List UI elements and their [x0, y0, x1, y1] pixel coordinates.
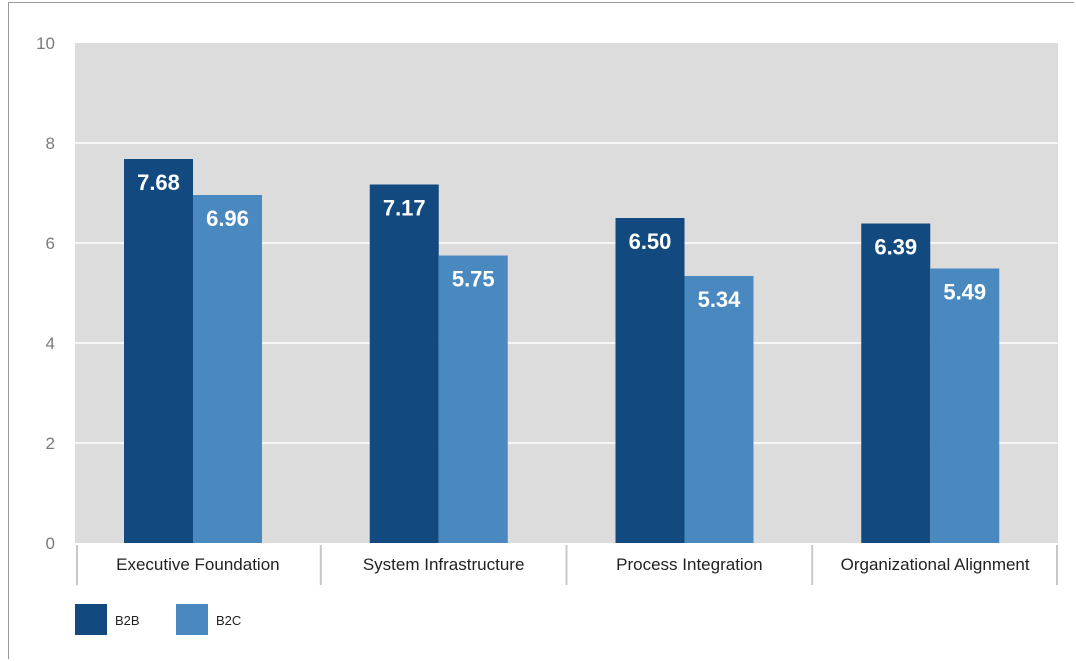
data-label: 6.39: [874, 235, 917, 260]
x-tick-label: Executive Foundation: [116, 555, 280, 574]
data-label: 7.68: [137, 170, 180, 195]
bar-b2b: [861, 223, 931, 543]
y-tick-label: 0: [46, 534, 55, 553]
x-tick-label: Process Integration: [616, 555, 762, 574]
legend-swatch-b2c: [176, 604, 208, 635]
x-tick-label: System Infrastructure: [363, 555, 525, 574]
bar-b2b: [615, 218, 685, 543]
legend-label-b2c: B2C: [216, 613, 241, 628]
bar-b2b: [369, 184, 439, 543]
data-label: 7.17: [383, 196, 426, 221]
bar-b2c: [193, 195, 262, 543]
legend-label-b2b: B2B: [115, 613, 140, 628]
data-label: 6.50: [629, 229, 672, 254]
y-tick-label: 2: [46, 434, 55, 453]
bar-b2c: [438, 255, 508, 543]
y-tick-label: 8: [46, 134, 55, 153]
data-label: 5.75: [452, 267, 495, 292]
data-label: 5.49: [943, 280, 986, 305]
y-tick-label: 4: [46, 334, 55, 353]
x-axis: Executive Foundation System Infrastructur…: [76, 545, 1058, 585]
x-tick-label: Organizational Alignment: [841, 555, 1030, 574]
bar-b2b: [124, 159, 193, 543]
bar-b2c: [684, 276, 754, 543]
y-tick-label: 6: [46, 234, 55, 253]
y-tick-label: 10: [36, 34, 55, 53]
legend-swatch-b2b: [75, 604, 107, 635]
chart-frame: [8, 2, 1074, 659]
data-label: 6.96: [206, 206, 249, 231]
data-label: 5.34: [698, 287, 742, 312]
bars: 7.68 6.96 7.17 5.75 6.50 5.34 6.39 5.49: [124, 159, 1000, 543]
bar-b2c: [930, 268, 1000, 543]
y-axis: 0 2 4 6 8 10: [36, 34, 55, 553]
legend: B2B B2C: [75, 604, 241, 635]
